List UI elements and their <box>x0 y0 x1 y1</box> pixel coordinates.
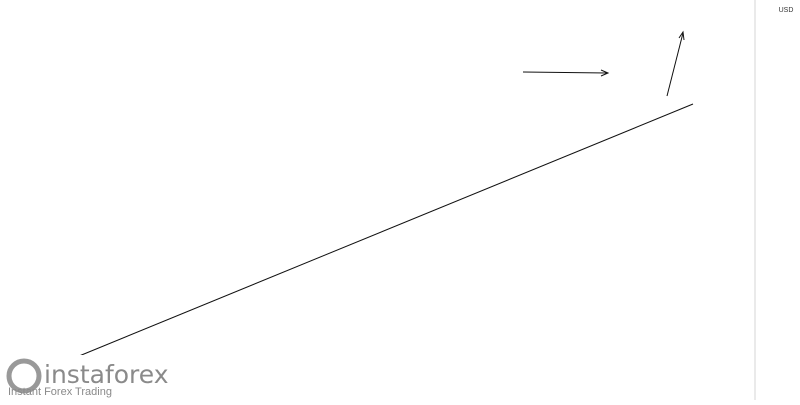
arrow-right <box>522 69 610 77</box>
logo: instaforex Instant Forex Trading <box>0 355 180 400</box>
logo-name: instaforex <box>44 360 169 389</box>
trend-line <box>44 103 694 371</box>
logo-icon <box>6 358 42 394</box>
arrow-up <box>666 30 685 97</box>
price-axis <box>755 0 800 400</box>
logo-tagline: Instant Forex Trading <box>8 386 112 398</box>
currency-label: USD <box>779 7 794 14</box>
